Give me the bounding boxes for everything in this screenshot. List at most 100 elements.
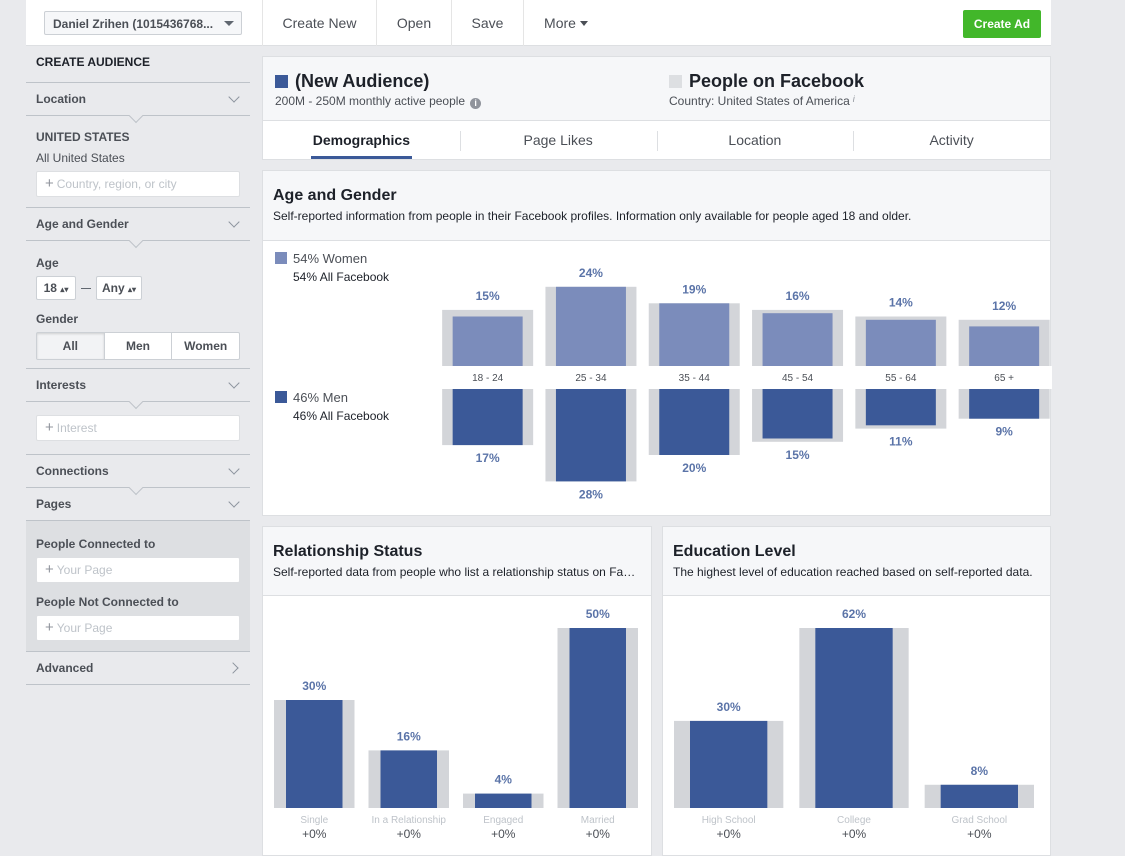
account-selector[interactable]: Daniel Zrihen (1015436768... bbox=[44, 11, 242, 35]
change-label: +0% bbox=[586, 827, 611, 841]
advanced-section-toggle[interactable]: Advanced bbox=[26, 652, 250, 685]
men-legend-sub: 46% All Facebook bbox=[293, 409, 390, 423]
advanced-section-label: Advanced bbox=[36, 661, 94, 675]
gender-label: Gender bbox=[36, 312, 79, 326]
audience-title-text: (New Audience) bbox=[295, 71, 430, 91]
women-value-label: 15% bbox=[476, 289, 500, 303]
updown-icon: ▴▾ bbox=[127, 285, 137, 294]
selected-country: UNITED STATES bbox=[36, 130, 130, 144]
more-label: More bbox=[544, 15, 576, 31]
education-chart: 30%High School+0%62%College+0%8%Grad Sch… bbox=[674, 607, 1034, 841]
create-new-button[interactable]: Create New bbox=[262, 0, 376, 46]
women-bar bbox=[969, 326, 1040, 366]
women-bar bbox=[659, 303, 730, 366]
not-connected-to-label: People Not Connected to bbox=[36, 595, 179, 609]
change-label: +0% bbox=[842, 827, 867, 841]
info-icon[interactable]: i bbox=[470, 98, 482, 109]
caret-down-icon bbox=[579, 21, 588, 26]
age-gender-section-body: Age 18 ▴▾ Any ▴▾ Gender All Men Women bbox=[26, 241, 250, 369]
age-label: Age bbox=[36, 256, 59, 270]
men-legend: 46% Men 46% All Facebook bbox=[275, 390, 389, 423]
interest-search-input[interactable]: + Interest bbox=[36, 415, 240, 441]
men-bar bbox=[865, 389, 936, 426]
interest-placeholder: Interest bbox=[56, 421, 97, 435]
benchmark-title-text: People on Facebook bbox=[689, 71, 865, 91]
category-label: Grad School bbox=[952, 815, 1008, 826]
age-category-label: 18 - 24 bbox=[472, 373, 504, 384]
location-section-label: Location bbox=[36, 92, 86, 106]
interests-section-body: + Interest bbox=[26, 402, 250, 455]
age-category-label: 65 + bbox=[994, 373, 1014, 384]
benchmark-color-square bbox=[669, 75, 682, 88]
change-label: +0% bbox=[397, 827, 422, 841]
axis-band bbox=[436, 366, 1052, 389]
connections-section-toggle[interactable]: Connections bbox=[26, 455, 250, 496]
tab-demographics[interactable]: Demographics bbox=[263, 121, 460, 159]
age-category-label: 45 - 54 bbox=[782, 373, 814, 384]
not-connected-page-input[interactable]: + Your Page bbox=[36, 615, 240, 641]
pages-section-toggle[interactable]: Pages bbox=[26, 488, 250, 521]
category-label: Engaged bbox=[483, 815, 523, 826]
tab-page-likes[interactable]: Page Likes bbox=[459, 121, 657, 159]
age-category-label: 35 - 44 bbox=[679, 373, 711, 384]
audience-bar bbox=[286, 700, 343, 808]
tab-location[interactable]: Location bbox=[656, 121, 854, 159]
age-category-label: 55 - 64 bbox=[885, 373, 917, 384]
education-card: Education Level The highest level of edu… bbox=[662, 526, 1051, 856]
men-value-label: 28% bbox=[579, 487, 603, 501]
save-button[interactable]: Save bbox=[451, 0, 523, 46]
location-section-toggle[interactable]: Location bbox=[26, 83, 250, 124]
men-bar bbox=[555, 389, 626, 482]
audience-bar bbox=[380, 750, 437, 808]
women-value-label: 16% bbox=[786, 289, 810, 303]
info-icon[interactable]: i bbox=[852, 94, 855, 104]
audience-color-square bbox=[275, 75, 288, 88]
bar-value-label: 62% bbox=[842, 607, 866, 621]
change-label: +0% bbox=[491, 827, 516, 841]
bar-value-label: 30% bbox=[302, 679, 326, 693]
location-search-input[interactable]: + Country, region, or city bbox=[36, 171, 240, 197]
bar-value-label: 8% bbox=[971, 764, 989, 778]
age-max-select[interactable]: Any ▴▾ bbox=[96, 276, 142, 300]
women-bar bbox=[555, 286, 626, 366]
create-ad-button[interactable]: Create Ad bbox=[963, 10, 1041, 38]
gender-women-button[interactable]: Women bbox=[171, 333, 239, 359]
account-name: Daniel Zrihen (1015436768... bbox=[53, 17, 214, 31]
audience-bar bbox=[940, 784, 1018, 808]
pages-section-body: People Connected to + Your Page People No… bbox=[26, 521, 250, 652]
chevron-down-icon bbox=[228, 377, 240, 389]
women-bar bbox=[865, 319, 936, 366]
women-bar bbox=[762, 313, 833, 366]
audience-size-text: 200M - 250M monthly active people bbox=[275, 94, 466, 108]
women-legend: 54% Women 54% All Facebook bbox=[275, 251, 389, 284]
location-section-body: UNITED STATES All United States + Country… bbox=[26, 116, 250, 208]
women-legend-label: 54% Women bbox=[293, 251, 368, 266]
chevron-down-icon bbox=[228, 91, 240, 103]
connected-page-input[interactable]: + Your Page bbox=[36, 557, 240, 583]
gender-men-button[interactable]: Men bbox=[103, 333, 172, 359]
women-bar bbox=[452, 316, 523, 366]
age-gender-section-toggle[interactable]: Age and Gender bbox=[26, 208, 250, 249]
open-button[interactable]: Open bbox=[376, 0, 451, 46]
category-label: In a Relationship bbox=[372, 815, 447, 826]
age-min-select[interactable]: 18 ▴▾ bbox=[36, 276, 76, 300]
gender-segmented-control: All Men Women bbox=[36, 332, 240, 360]
chevron-down-icon bbox=[228, 496, 240, 508]
category-label: Married bbox=[581, 815, 615, 826]
gender-all-button[interactable]: All bbox=[37, 333, 104, 359]
men-bar bbox=[659, 389, 730, 455]
change-label: +0% bbox=[716, 827, 741, 841]
category-label: High School bbox=[702, 815, 756, 826]
age-gender-title: Age and Gender bbox=[273, 187, 397, 204]
plus-icon: + bbox=[45, 561, 54, 578]
insights-tabs: Demographics Page Likes Location Activit… bbox=[263, 121, 1050, 159]
interests-section-toggle[interactable]: Interests bbox=[26, 369, 250, 410]
more-menu-button[interactable]: More bbox=[523, 0, 608, 46]
bar-value-label: 4% bbox=[495, 773, 513, 787]
age-category-label: 25 - 34 bbox=[575, 373, 607, 384]
men-bar bbox=[452, 389, 523, 446]
caret-down-icon bbox=[224, 21, 234, 26]
interests-section-label: Interests bbox=[36, 378, 87, 392]
tab-activity[interactable]: Activity bbox=[853, 121, 1050, 159]
audience-bar bbox=[475, 793, 532, 808]
